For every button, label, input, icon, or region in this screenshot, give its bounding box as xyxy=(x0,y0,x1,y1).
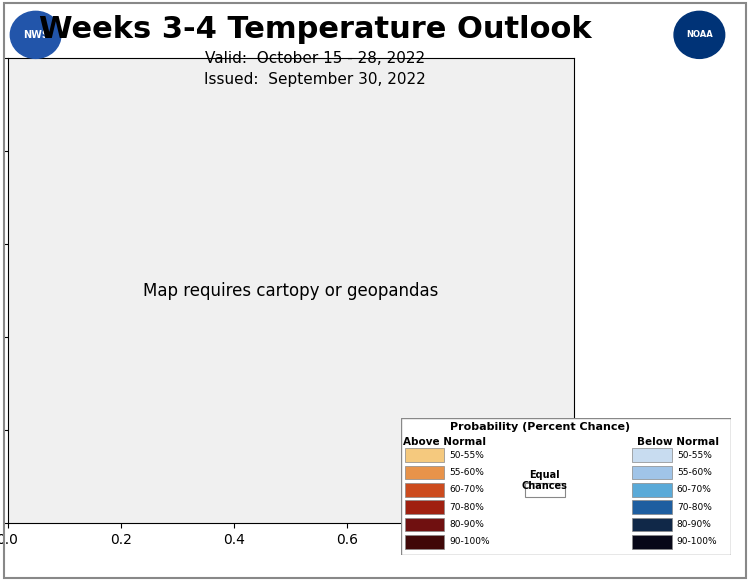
Text: 80-90%: 80-90% xyxy=(676,520,712,529)
Bar xyxy=(404,449,444,462)
Bar xyxy=(632,466,672,479)
Text: NOAA: NOAA xyxy=(686,30,712,40)
Text: Below Normal: Below Normal xyxy=(638,437,719,447)
Text: 50-55%: 50-55% xyxy=(676,451,712,460)
Bar xyxy=(404,535,444,548)
Bar xyxy=(404,518,444,532)
Text: Valid:  October 15 - 28, 2022
Issued:  September 30, 2022: Valid: October 15 - 28, 2022 Issued: Sep… xyxy=(204,51,426,87)
Text: 70-80%: 70-80% xyxy=(676,503,712,512)
Text: 90-100%: 90-100% xyxy=(449,537,490,546)
Bar xyxy=(404,466,444,479)
Text: 90-100%: 90-100% xyxy=(676,537,718,546)
Bar xyxy=(404,483,444,497)
Bar xyxy=(632,483,672,497)
Circle shape xyxy=(10,12,61,58)
Bar xyxy=(525,483,565,497)
Circle shape xyxy=(674,12,724,58)
Text: 60-70%: 60-70% xyxy=(676,485,712,494)
Text: 70-80%: 70-80% xyxy=(449,503,484,512)
Text: 55-60%: 55-60% xyxy=(449,468,484,477)
FancyBboxPatch shape xyxy=(401,418,731,555)
Text: Probability (Percent Chance): Probability (Percent Chance) xyxy=(450,422,630,432)
Text: 55-60%: 55-60% xyxy=(676,468,712,477)
Bar xyxy=(632,500,672,514)
Text: Map requires cartopy or geopandas: Map requires cartopy or geopandas xyxy=(143,282,438,299)
Text: 50-55%: 50-55% xyxy=(449,451,484,460)
Bar xyxy=(632,449,672,462)
Text: Equal
Chances: Equal Chances xyxy=(522,469,568,491)
Bar xyxy=(632,535,672,548)
Text: Weeks 3-4 Temperature Outlook: Weeks 3-4 Temperature Outlook xyxy=(39,15,591,44)
Text: 80-90%: 80-90% xyxy=(449,520,484,529)
Text: 60-70%: 60-70% xyxy=(449,485,484,494)
Text: Above Normal: Above Normal xyxy=(403,437,486,447)
Bar xyxy=(632,518,672,532)
Text: NWS: NWS xyxy=(22,30,49,40)
Bar xyxy=(404,500,444,514)
